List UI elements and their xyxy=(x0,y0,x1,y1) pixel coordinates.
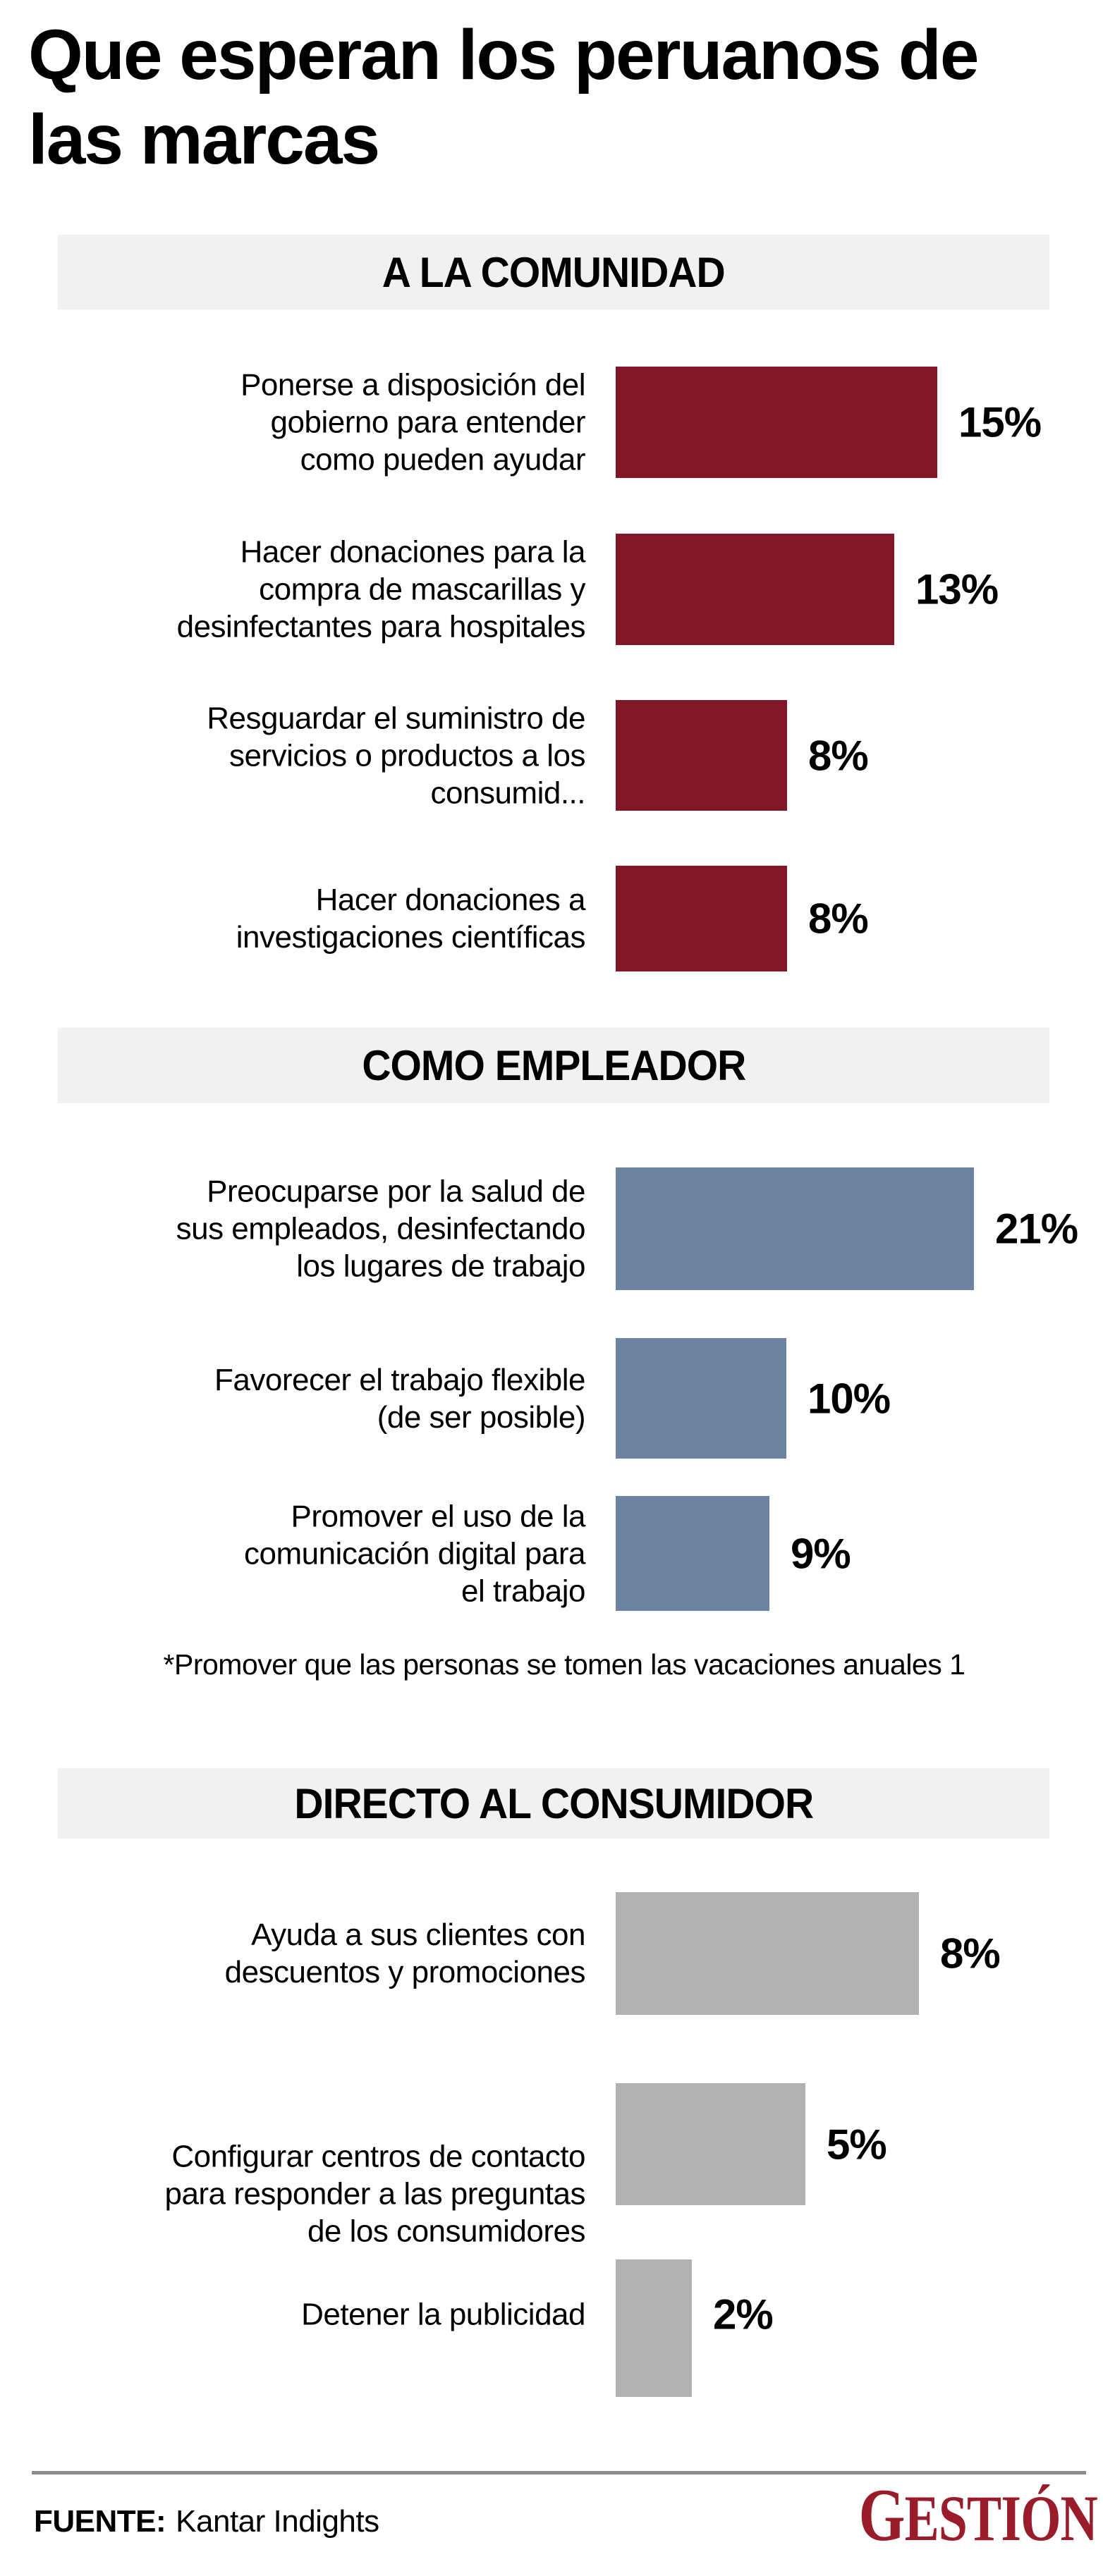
section-banner-comunidad: A LA COMUNIDAD xyxy=(58,235,1049,309)
value-label: 21% xyxy=(995,1205,1078,1253)
bar xyxy=(616,700,787,811)
bar xyxy=(616,367,937,478)
page-title: Que esperan los peruanos de las marcas xyxy=(28,16,979,179)
bar-label: Detener la publicidad xyxy=(301,2297,585,2331)
value-label: 15% xyxy=(958,398,1042,446)
source-value: Kantar Indights xyxy=(176,2504,379,2539)
bar-label: Favorecer el trabajo flexible (de ser po… xyxy=(214,1362,585,1435)
section-banner-consumidor: DIRECTO AL CONSUMIDOR xyxy=(58,1768,1049,1839)
bar-row: Detener la publicidad 2% xyxy=(0,2259,1103,2397)
value-label: 8% xyxy=(808,732,869,779)
bar xyxy=(616,1338,786,1459)
bar-label: Resguardar el suministro de servicios o … xyxy=(207,701,585,810)
section-heading: A LA COMUNIDAD xyxy=(382,248,726,296)
bar-row: Preocuparse por la salud de sus empleado… xyxy=(0,1167,1103,1290)
bar-label: Promover el uso de la comunicación digit… xyxy=(243,1499,586,1608)
bar xyxy=(616,1892,919,2015)
section-heading: DIRECTO AL CONSUMIDOR xyxy=(294,1779,814,1827)
value-label: 8% xyxy=(808,895,869,943)
bar-row: Hacer donaciones a investigaciones cient… xyxy=(0,866,1103,971)
bar-row: Configurar centros de contacto para resp… xyxy=(0,2083,1103,2248)
source-label: FUENTE: xyxy=(34,2504,166,2539)
section-banner-empleador: COMO EMPLEADOR xyxy=(58,1028,1049,1103)
bar-row: Resguardar el suministro de servicios o … xyxy=(0,700,1103,811)
bar xyxy=(616,2083,805,2205)
bar-row: Ayuda a sus clientes con descuentos y pr… xyxy=(0,1892,1103,2015)
bar xyxy=(616,1167,974,1290)
bar-label: Ponerse a disposición del gobierno para … xyxy=(240,367,585,477)
bar-label: Configurar centros de contacto para resp… xyxy=(164,2139,585,2248)
section-heading: COMO EMPLEADOR xyxy=(361,1042,746,1089)
value-label: 8% xyxy=(940,1930,1001,1977)
source-text: FUENTE: Kantar Indights xyxy=(34,2504,379,2539)
value-label: 2% xyxy=(713,2290,774,2338)
bar-label: Ayuda a sus clientes con descuentos y pr… xyxy=(224,1918,586,1989)
bar-row: Favorecer el trabajo flexible (de ser po… xyxy=(0,1338,1103,1459)
bar-row: Ponerse a disposición del gobierno para … xyxy=(0,367,1103,478)
bar xyxy=(616,534,894,645)
bar-label: Hacer donaciones para la compra de masca… xyxy=(176,534,586,644)
footnote: *Promover que las personas se tomen las … xyxy=(163,1648,965,1681)
bar xyxy=(616,2259,692,2397)
bar-row: Hacer donaciones para la compra de masca… xyxy=(0,534,1103,645)
brand-logo-gestion: GESTIÓN xyxy=(858,2474,1098,2556)
value-label: 5% xyxy=(827,2121,887,2168)
value-label: 10% xyxy=(808,1375,891,1422)
bar-label: Preocuparse por la salud de sus empleado… xyxy=(176,1174,586,1284)
footer-divider xyxy=(32,2471,1086,2474)
bar-label: Hacer donaciones a investigaciones cient… xyxy=(236,883,586,955)
bar xyxy=(616,1496,769,1611)
value-label: 9% xyxy=(791,1530,851,1577)
bar-row: Promover el uso de la comunicación digit… xyxy=(0,1496,1103,1611)
value-label: 13% xyxy=(915,565,999,613)
bar xyxy=(616,866,787,971)
